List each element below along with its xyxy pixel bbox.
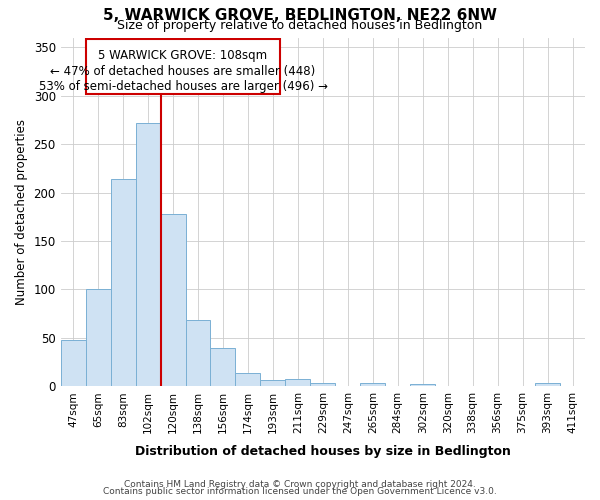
Bar — [110, 179, 136, 386]
Bar — [185, 320, 211, 386]
Bar — [260, 380, 286, 386]
Bar — [360, 384, 385, 386]
X-axis label: Distribution of detached houses by size in Bedlington: Distribution of detached houses by size … — [135, 444, 511, 458]
Text: Contains public sector information licensed under the Open Government Licence v3: Contains public sector information licen… — [103, 487, 497, 496]
Bar — [310, 382, 335, 386]
Text: Size of property relative to detached houses in Bedlington: Size of property relative to detached ho… — [118, 19, 482, 32]
Bar — [161, 214, 185, 386]
Bar — [211, 348, 235, 387]
Text: 5, WARWICK GROVE, BEDLINGTON, NE22 6NW: 5, WARWICK GROVE, BEDLINGTON, NE22 6NW — [103, 8, 497, 22]
Text: ← 47% of detached houses are smaller (448): ← 47% of detached houses are smaller (44… — [50, 64, 316, 78]
Bar — [410, 384, 435, 386]
Bar — [61, 340, 86, 386]
Bar — [86, 40, 280, 94]
Text: 5 WARWICK GROVE: 108sqm: 5 WARWICK GROVE: 108sqm — [98, 49, 268, 62]
Bar — [235, 373, 260, 386]
Y-axis label: Number of detached properties: Number of detached properties — [15, 119, 28, 305]
Bar — [535, 384, 560, 386]
Bar — [286, 378, 310, 386]
Bar — [136, 123, 161, 386]
Bar — [86, 288, 110, 386]
Text: 53% of semi-detached houses are larger (496) →: 53% of semi-detached houses are larger (… — [38, 80, 328, 93]
Text: Contains HM Land Registry data © Crown copyright and database right 2024.: Contains HM Land Registry data © Crown c… — [124, 480, 476, 489]
